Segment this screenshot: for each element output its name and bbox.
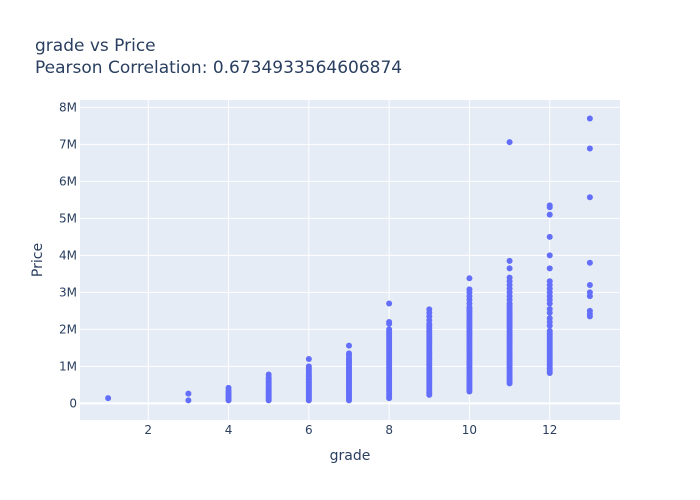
x-tick-label: 4 [225, 423, 233, 437]
x-tick-label: 6 [305, 423, 313, 437]
y-tick-label: 7M [59, 137, 77, 151]
x-tick-label: 2 [144, 423, 152, 437]
y-tick-label: 8M [59, 100, 77, 114]
x-tick-label: 12 [542, 423, 557, 437]
scatter-point [345, 350, 352, 357]
scatter-point [586, 259, 593, 266]
scatter-point [466, 286, 473, 293]
scatter-point [225, 384, 232, 391]
scatter-point [586, 281, 593, 288]
y-tick-labels: 0 1M 2M 3M 4M 5M 6M 7M 8M [59, 100, 77, 410]
scatter-point [586, 115, 593, 122]
chart-title: grade vs Price [35, 36, 156, 56]
y-tick-label: 6M [59, 174, 77, 188]
scatter-point [546, 252, 553, 259]
scatter-point [586, 307, 593, 314]
scatter-point [546, 306, 553, 313]
scatter-point [506, 274, 513, 281]
scatter-point [305, 363, 312, 370]
y-tick-label: 5M [59, 211, 77, 225]
scatter-point [546, 265, 553, 272]
y-axis-title: Price [30, 243, 46, 277]
scatter-point [386, 300, 393, 307]
y-tick-label: 1M [59, 359, 77, 373]
scatter-point [546, 202, 553, 209]
scatter-point [105, 395, 112, 402]
scatter-point [305, 355, 312, 362]
scatter-point [546, 278, 553, 285]
y-tick-label: 0 [69, 396, 77, 410]
y-tick-label: 2M [59, 322, 77, 336]
x-tick-label: 8 [385, 423, 393, 437]
scatter-point [546, 233, 553, 240]
scatter-point [586, 289, 593, 296]
y-tick-label: 3M [59, 285, 77, 299]
scatter-point [466, 275, 473, 282]
scatter-point [546, 315, 553, 322]
scatter-point [265, 371, 272, 378]
scatter-point [506, 139, 513, 146]
scatter-point [185, 397, 192, 404]
x-tick-labels: 2 4 6 8 10 12 [144, 423, 557, 437]
y-tick-label: 4M [59, 248, 77, 262]
chart-subtitle: Pearson Correlation: 0.6734933564606874 [35, 58, 402, 78]
scatter-point [185, 390, 192, 397]
scatter-point [386, 326, 393, 333]
scatter-point [506, 265, 513, 272]
x-axis-title: grade [330, 448, 371, 464]
scatter-point [426, 306, 433, 313]
scatter-point [546, 211, 553, 218]
x-tick-label: 10 [462, 423, 477, 437]
scatter-point [586, 194, 593, 201]
scatter-point [506, 257, 513, 264]
scatter-point [345, 342, 352, 349]
scatter-point [586, 145, 593, 152]
data-points [105, 115, 593, 404]
scatter-point [386, 318, 393, 325]
scatter-point [546, 327, 553, 334]
